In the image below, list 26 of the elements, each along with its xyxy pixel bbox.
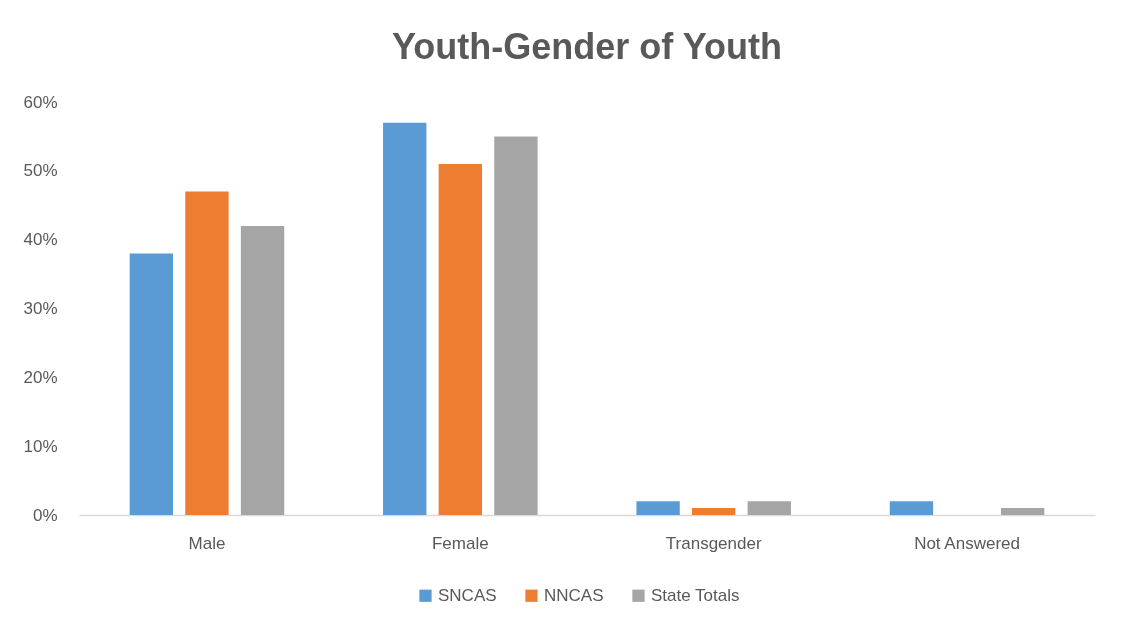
- legend-label: NNCAS: [544, 585, 604, 605]
- chart-title: Youth-Gender of Youth: [392, 26, 782, 67]
- bar: [889, 501, 934, 515]
- bar: [185, 191, 229, 515]
- bar: [692, 508, 736, 515]
- y-tick-label: 60%: [23, 92, 58, 112]
- x-tick-label: Male: [188, 533, 226, 553]
- bar: [494, 136, 538, 515]
- x-tick-label: Not Answered: [914, 533, 1020, 553]
- y-tick-label: 40%: [23, 230, 58, 250]
- bar: [1000, 508, 1045, 515]
- legend-label: SNCAS: [438, 585, 497, 605]
- bar: [438, 163, 482, 515]
- x-tick-label: Transgender: [665, 533, 762, 553]
- bar: [240, 225, 285, 515]
- y-tick-label: 0%: [32, 505, 58, 525]
- y-tick-label: 20%: [23, 367, 58, 387]
- bar: [636, 501, 680, 515]
- bar: [129, 253, 174, 515]
- y-tick-label: 30%: [23, 299, 58, 318]
- bar: [383, 122, 427, 515]
- legend-label: State Totals: [651, 585, 740, 605]
- y-tick-label: 50%: [23, 161, 58, 181]
- y-tick-label: 10%: [23, 436, 58, 456]
- x-tick-label: Female: [431, 533, 489, 553]
- bar: [747, 501, 791, 515]
